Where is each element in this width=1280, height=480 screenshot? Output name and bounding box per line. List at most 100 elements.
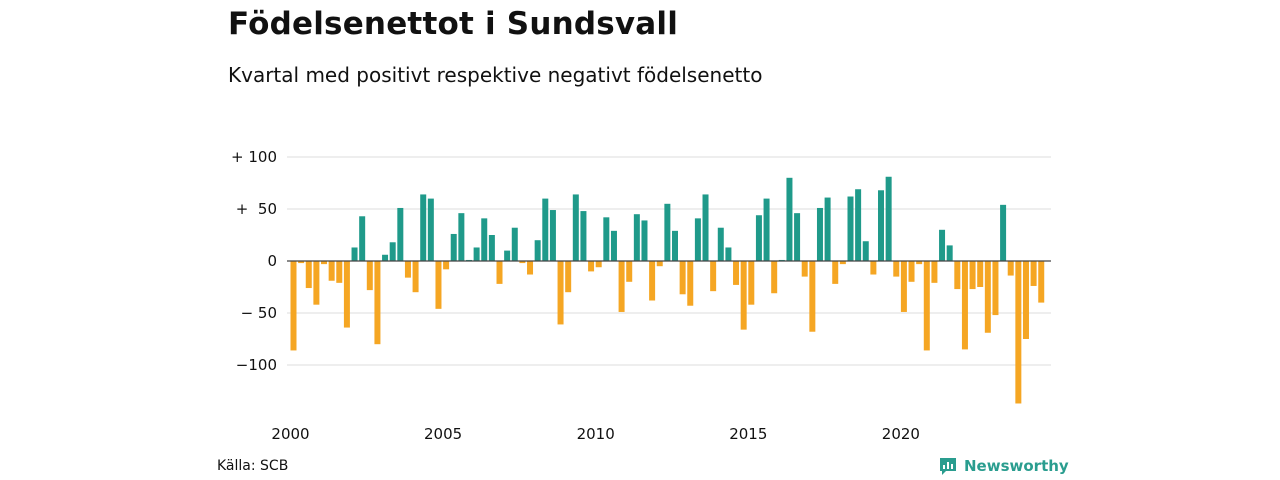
bar [572,194,579,261]
bar [603,217,610,261]
x-axis-ticks: 2000 2005 2010 2015 2020 [271,425,920,443]
bar [702,194,709,261]
bar [740,261,747,330]
bar [488,235,495,261]
bar [832,261,839,284]
bar [610,230,617,261]
bar [855,189,862,261]
bar [641,220,648,261]
bar [527,261,534,275]
x-tick-label: 2010 [577,425,615,443]
bar [870,261,877,275]
bar [351,247,358,261]
bar [725,247,732,261]
bar [397,207,404,261]
bar [1015,261,1022,404]
brand-logo: Newsworthy [938,456,1069,476]
bar [755,215,762,261]
y-tick-label: + 100 [231,148,277,166]
bar [748,261,755,305]
bar [366,261,373,291]
bar [816,207,823,261]
bar [1038,261,1045,303]
y-axis-ticks: + 100 + 50 0 − 50 −100 [231,148,277,374]
bar [733,261,740,285]
bar [374,261,381,345]
bar [565,261,572,293]
bar [542,198,549,261]
bar [420,194,427,261]
bars [290,176,1045,404]
bar [427,198,434,261]
bar [672,230,678,261]
bar [588,261,595,272]
bar [794,213,801,261]
bar [496,261,503,284]
y-tick-label: 0 [267,252,277,270]
y-tick-label: −100 [236,356,277,374]
bar [1022,261,1029,339]
bar [534,240,541,261]
bar [824,197,831,261]
bar [626,261,633,282]
bar [305,261,312,289]
bar [900,261,907,312]
x-tick-label: 2000 [271,425,309,443]
bar [321,261,328,265]
bar [847,196,854,261]
bar [931,261,938,283]
bar [916,261,923,265]
bar [809,261,816,332]
bar [649,261,656,301]
bar [717,227,724,261]
brand-name: Newsworthy [964,457,1069,475]
bar [313,261,320,305]
bar [839,261,846,265]
bar [1000,204,1007,261]
bar [435,261,442,309]
bar [771,261,778,294]
bar [763,198,770,261]
bar [801,261,808,277]
bar [298,261,305,264]
bar [710,261,717,292]
x-tick-label: 2005 [424,425,462,443]
bar [458,213,465,261]
bar [557,261,564,325]
bar [504,250,511,261]
bar [656,261,663,267]
y-tick-label: − 50 [241,304,277,322]
bar-chart-bubble-icon [940,458,956,475]
bar [786,177,793,261]
y-tick-label: + 50 [236,200,277,218]
bar [954,261,961,290]
bar [694,218,701,261]
bar [412,261,419,293]
bar [595,261,602,268]
bar [389,242,396,261]
bar [961,261,968,350]
grid-lines [287,156,1051,366]
bar [885,176,892,261]
bar [481,218,488,261]
bar [633,214,640,261]
bar [1007,261,1014,276]
chart-title: Födelsenettot i Sundsvall [228,6,679,42]
x-tick-label: 2020 [882,425,920,443]
bar [328,261,335,281]
bar [519,261,526,264]
bar [580,211,587,261]
bar [984,261,991,333]
bar [404,261,411,278]
bar [443,261,450,270]
bar [908,261,915,282]
bar [992,261,999,316]
bar [923,261,930,351]
bar [618,261,625,312]
bar [687,261,694,306]
bar [336,261,343,283]
bar [290,261,297,351]
bar [679,261,686,295]
bar [511,227,518,261]
